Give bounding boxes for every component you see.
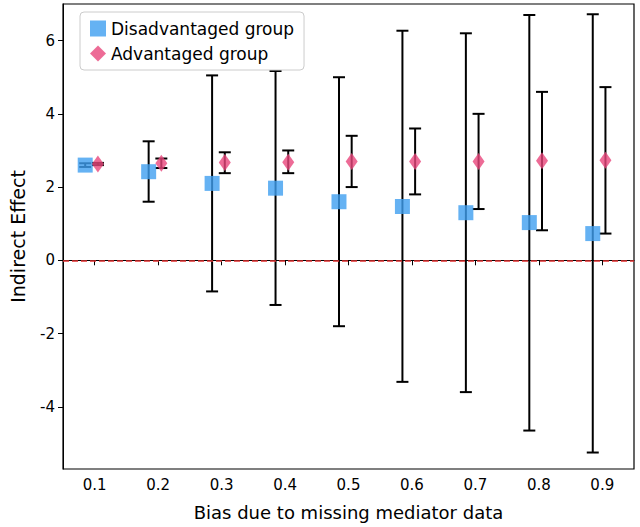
- svg-text:Advantaged group: Advantaged group: [111, 44, 268, 64]
- svg-text:-4: -4: [40, 398, 55, 416]
- svg-text:Disadvantaged group: Disadvantaged group: [111, 19, 294, 39]
- svg-text:6: 6: [45, 32, 55, 50]
- svg-text:2: 2: [45, 178, 55, 196]
- svg-text:0.4: 0.4: [273, 476, 297, 494]
- svg-text:0.2: 0.2: [146, 476, 170, 494]
- svg-text:0.9: 0.9: [590, 476, 614, 494]
- svg-text:0.7: 0.7: [463, 476, 487, 494]
- svg-text:Bias due to missing mediator d: Bias due to missing mediator data: [194, 502, 504, 523]
- svg-text:0.5: 0.5: [337, 476, 361, 494]
- svg-text:0: 0: [45, 251, 55, 269]
- svg-text:Indirect Effect: Indirect Effect: [7, 170, 29, 303]
- svg-text:0.8: 0.8: [527, 476, 551, 494]
- svg-text:0.1: 0.1: [83, 476, 107, 494]
- svg-text:-2: -2: [40, 325, 55, 343]
- svg-text:4: 4: [45, 105, 55, 123]
- svg-text:0.6: 0.6: [400, 476, 424, 494]
- svg-text:0.3: 0.3: [210, 476, 234, 494]
